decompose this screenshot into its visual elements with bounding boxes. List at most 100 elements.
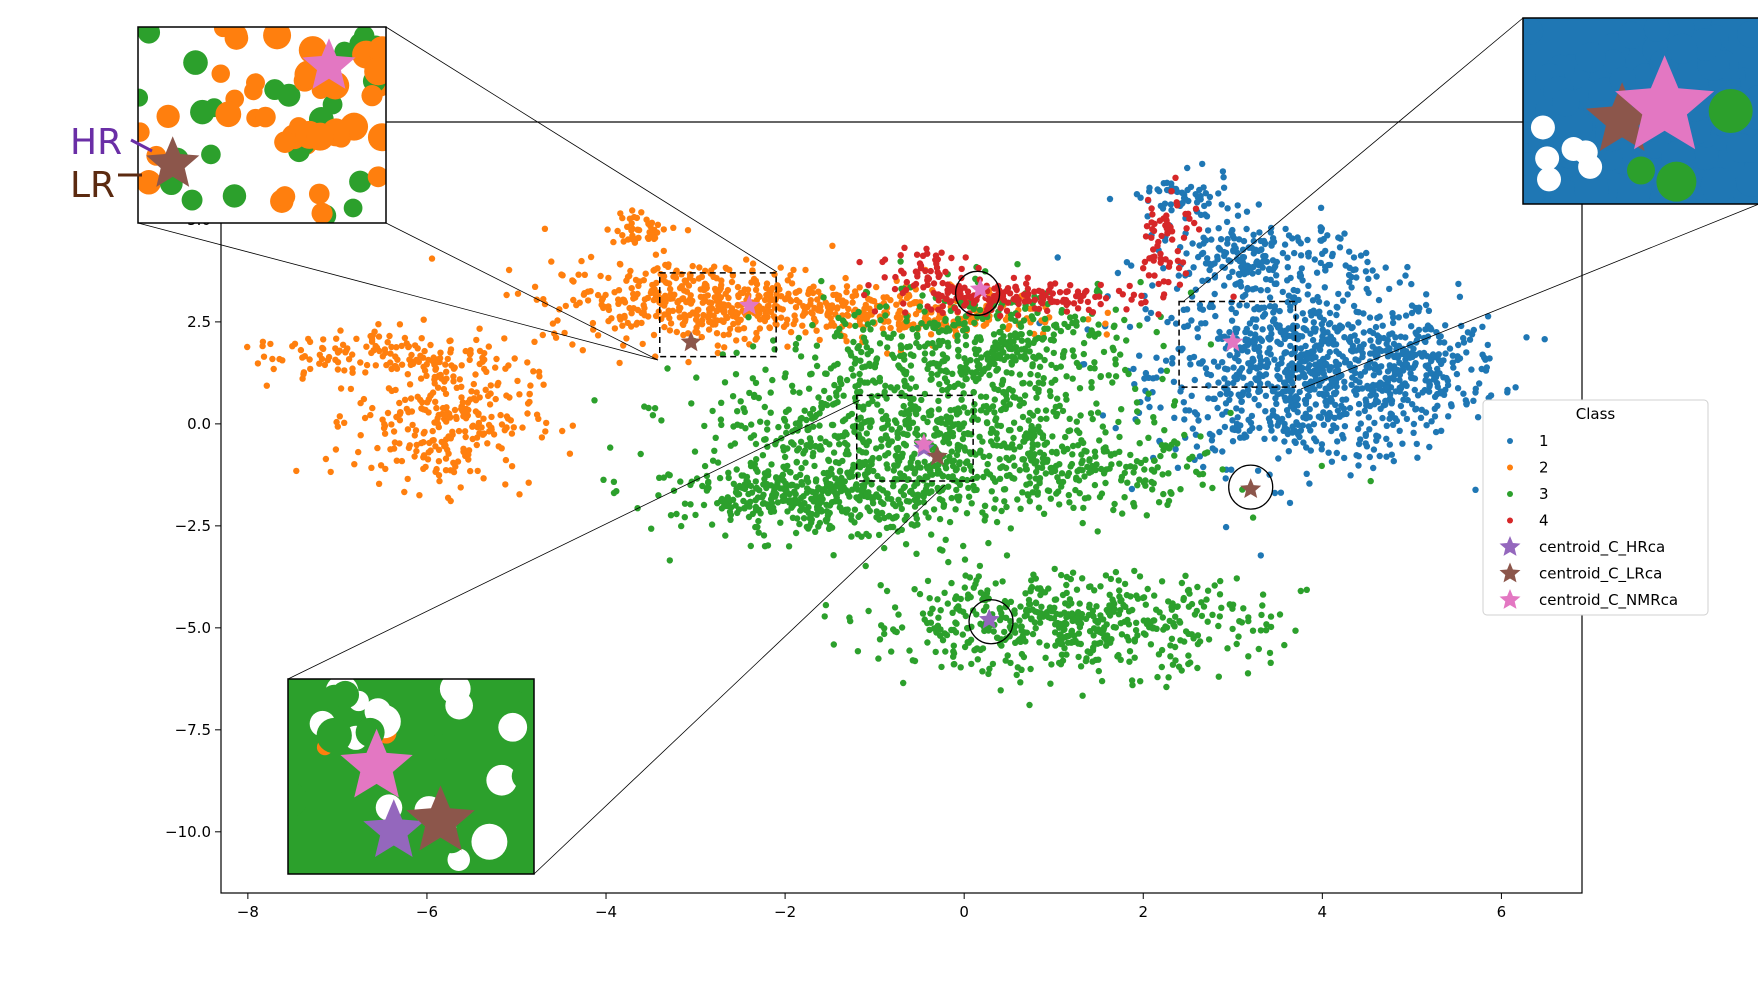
data-point [1240, 605, 1247, 612]
data-point [892, 514, 899, 521]
data-point [1310, 421, 1318, 428]
data-point [875, 655, 882, 662]
data-point [619, 232, 626, 239]
data-point [1446, 345, 1454, 352]
data-point [1449, 359, 1456, 366]
data-point [882, 382, 889, 389]
data-point [980, 322, 987, 329]
data-point [1102, 429, 1109, 436]
data-point [1290, 334, 1298, 342]
data-point [1374, 398, 1382, 406]
data-point [1026, 498, 1034, 505]
data-point [981, 502, 989, 509]
data-point [1288, 360, 1296, 367]
data-point [1305, 253, 1312, 260]
data-point [953, 451, 961, 459]
data-point [1123, 633, 1131, 641]
data-point [1047, 336, 1055, 344]
data-point [939, 386, 946, 394]
data-point [1435, 356, 1443, 364]
data-point [871, 308, 879, 315]
data-point [808, 415, 816, 422]
data-point [866, 423, 874, 431]
data-point [656, 474, 663, 481]
data-point [1229, 232, 1237, 239]
data-point [848, 410, 856, 418]
data-point [698, 333, 705, 341]
data-point [1170, 378, 1178, 385]
data-point [473, 336, 480, 344]
data-point [1074, 442, 1082, 449]
data-point [913, 331, 921, 338]
data-point [1427, 324, 1434, 331]
data-point [749, 343, 757, 350]
data-point [1030, 451, 1037, 458]
data-point [1434, 365, 1441, 373]
data-point [1310, 319, 1318, 326]
data-point [801, 407, 808, 414]
data-point [772, 320, 779, 327]
data-point [936, 546, 944, 553]
data-point [1211, 395, 1218, 402]
data-point [1271, 303, 1279, 310]
data-point [483, 368, 490, 375]
data-point [1219, 359, 1226, 366]
data-point [1367, 477, 1374, 485]
data-point [984, 460, 991, 468]
data-point [854, 531, 861, 538]
data-point [1263, 356, 1270, 364]
data-point [999, 323, 1007, 330]
data-point [1322, 398, 1329, 405]
data-point [1018, 337, 1026, 344]
data-point [1268, 242, 1275, 249]
data-point [446, 414, 454, 421]
data-point [956, 459, 963, 466]
data-point [1350, 254, 1358, 261]
data-point [997, 345, 1005, 352]
data-point [1245, 391, 1252, 399]
data-point [562, 302, 569, 310]
data-point [347, 385, 355, 393]
data-point [1262, 240, 1269, 247]
data-point [1043, 609, 1051, 616]
data-point [654, 265, 661, 272]
data-point [873, 514, 880, 521]
data-point [1377, 405, 1384, 412]
data-point [476, 360, 483, 368]
data-point [1106, 602, 1113, 609]
data-point [993, 367, 1000, 374]
data-point [1099, 423, 1107, 430]
data-point [822, 370, 829, 377]
data-point [1255, 247, 1262, 255]
data-point [1319, 326, 1326, 333]
data-point [349, 365, 356, 372]
data-point [405, 444, 413, 452]
data-point [909, 325, 916, 333]
data-point [896, 457, 903, 465]
data-point [1218, 201, 1225, 208]
data-point [954, 478, 961, 486]
data-point [1259, 326, 1266, 333]
data-point [1028, 422, 1035, 430]
data-point [1119, 510, 1126, 517]
data-point [495, 443, 502, 450]
data-point [964, 595, 971, 602]
data-point [457, 484, 464, 491]
data-point [1353, 385, 1360, 392]
data-point [502, 456, 510, 464]
data-point [957, 664, 964, 671]
data-point [650, 331, 658, 339]
data-point [882, 432, 890, 439]
data-point [1455, 280, 1462, 288]
data-point [959, 631, 966, 638]
data-point [844, 346, 852, 353]
data-point [1025, 290, 1032, 298]
data-point [1313, 377, 1321, 385]
data-point [1130, 499, 1137, 507]
data-point [935, 314, 942, 321]
data-point [916, 303, 924, 310]
data-point [1247, 330, 1254, 337]
data-point [1193, 443, 1201, 450]
data-point [1154, 673, 1161, 681]
data-point [981, 517, 988, 524]
